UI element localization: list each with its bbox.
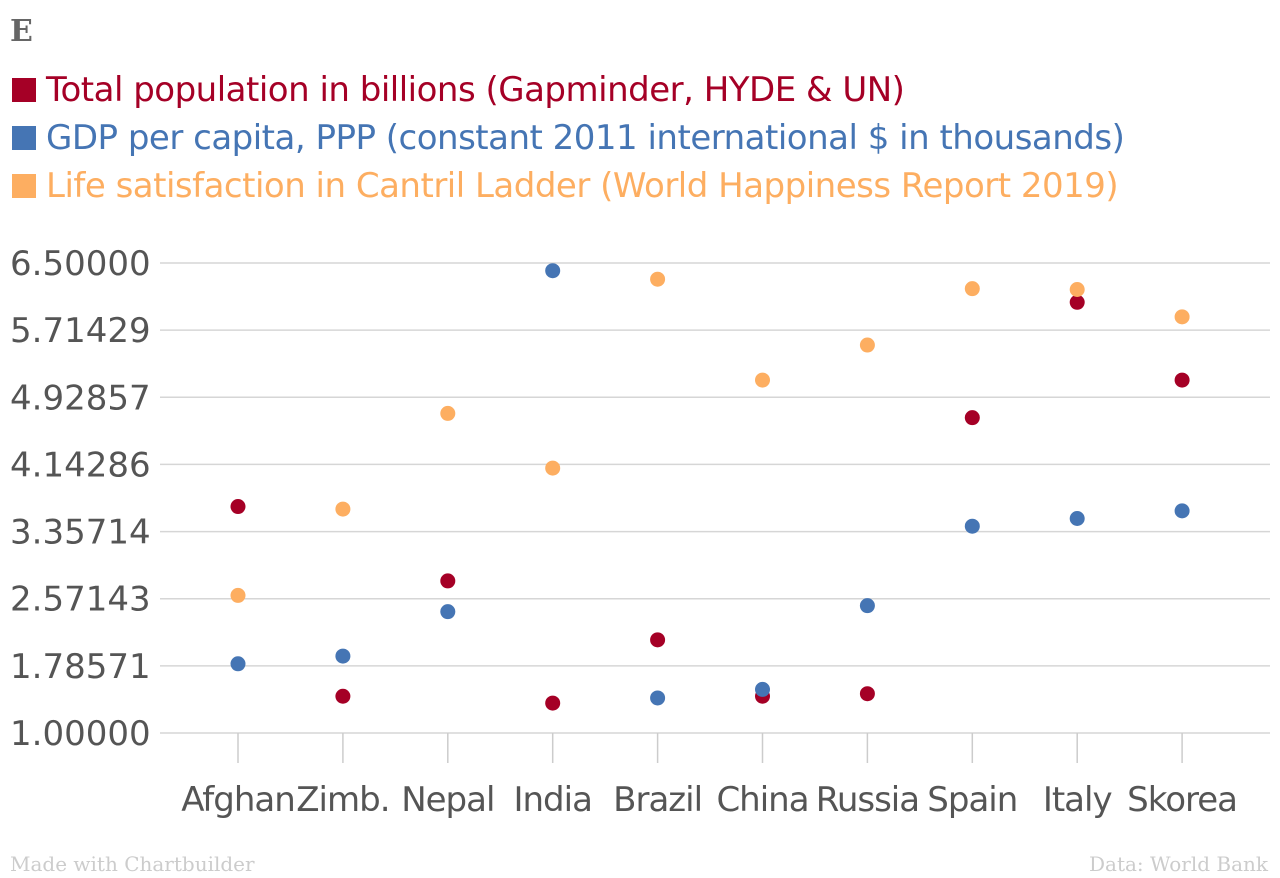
data-point-series-1 [859,598,875,614]
legend-swatch-population [12,78,36,102]
y-axis: 6.50000 5.71429 4.92857 4.14286 3.35714 2.571… [10,244,151,754]
x-tick-label: Russia [816,780,919,820]
data-point-series-0 [1174,372,1190,388]
data-point-series-0 [545,695,561,711]
data-point-series-2 [1174,309,1190,325]
y-tick-label: 6.50000 [10,244,151,284]
data-point-series-2 [755,372,770,388]
data-point-series-1 [545,263,561,279]
data-points [230,263,1190,711]
data-point-series-2 [545,460,561,476]
legend-label-life-satisfaction: Life satisfaction in Cantril Ladder (Wor… [46,166,1119,206]
x-axis: Afghan Zimb. Nepal India Brazil China Russia Sp… [181,733,1238,820]
x-tick-label: Zimb. [296,780,389,820]
data-point-series-1 [964,518,980,534]
y-tick-label: 4.92857 [10,378,151,418]
data-point-series-2 [440,405,456,421]
data-point-series-1 [335,648,351,664]
data-point-series-2 [1069,281,1085,297]
legend-item-population: Total population in billions (Gapminder,… [12,66,1124,114]
data-point-series-0 [230,499,246,515]
data-point-series-0 [1069,294,1085,310]
y-tick-label: 1.78571 [10,647,151,687]
y-tick-label: 3.35714 [10,513,151,553]
footer-credit: Made with Chartbuilder [10,852,255,876]
legend-swatch-gdp [12,126,36,150]
data-point-series-2 [964,281,980,297]
data-point-series-1 [650,690,666,706]
y-tick-label: 5.71429 [10,311,151,351]
x-tick-label: Skorea [1127,780,1237,820]
legend: Total population in billions (Gapminder,… [12,66,1125,210]
x-tick-label: Italy [1043,780,1113,820]
data-point-series-2 [859,337,875,353]
footer-source: Data: World Bank [1089,852,1268,876]
legend-label-gdp: GDP per capita, PPP (constant 2011 inter… [46,118,1125,158]
x-tick-label: Afghan [181,780,295,820]
x-tick-label: Brazil [613,780,702,820]
x-tick-label: Nepal [401,780,494,820]
data-point-series-0 [440,573,456,589]
data-point-series-0 [859,686,875,702]
data-point-series-1 [230,656,246,672]
grid-lines [160,262,1270,734]
data-point-series-2 [230,587,246,603]
data-point-series-1 [755,681,770,697]
data-point-series-0 [964,410,980,426]
x-tick-label: India [513,780,591,820]
y-tick-label: 2.57143 [10,580,151,620]
x-tick-label: China [716,780,808,820]
data-point-series-2 [650,271,666,287]
data-point-series-0 [335,688,351,704]
data-point-series-2 [335,501,351,517]
chart-title: E [10,14,33,49]
data-point-series-0 [650,632,666,648]
data-point-series-1 [1069,511,1085,527]
legend-swatch-life-satisfaction [12,174,36,198]
legend-item-life-satisfaction: Life satisfaction in Cantril Ladder (Wor… [12,162,1124,210]
x-tick-label: Spain [927,780,1017,820]
data-point-series-1 [440,604,456,620]
data-point-series-1 [1174,503,1190,519]
y-tick-label: 4.14286 [10,445,151,485]
legend-label-population: Total population in billions (Gapminder,… [46,70,905,110]
legend-item-gdp: GDP per capita, PPP (constant 2011 inter… [12,114,1125,162]
y-tick-label: 1.00000 [10,714,151,754]
